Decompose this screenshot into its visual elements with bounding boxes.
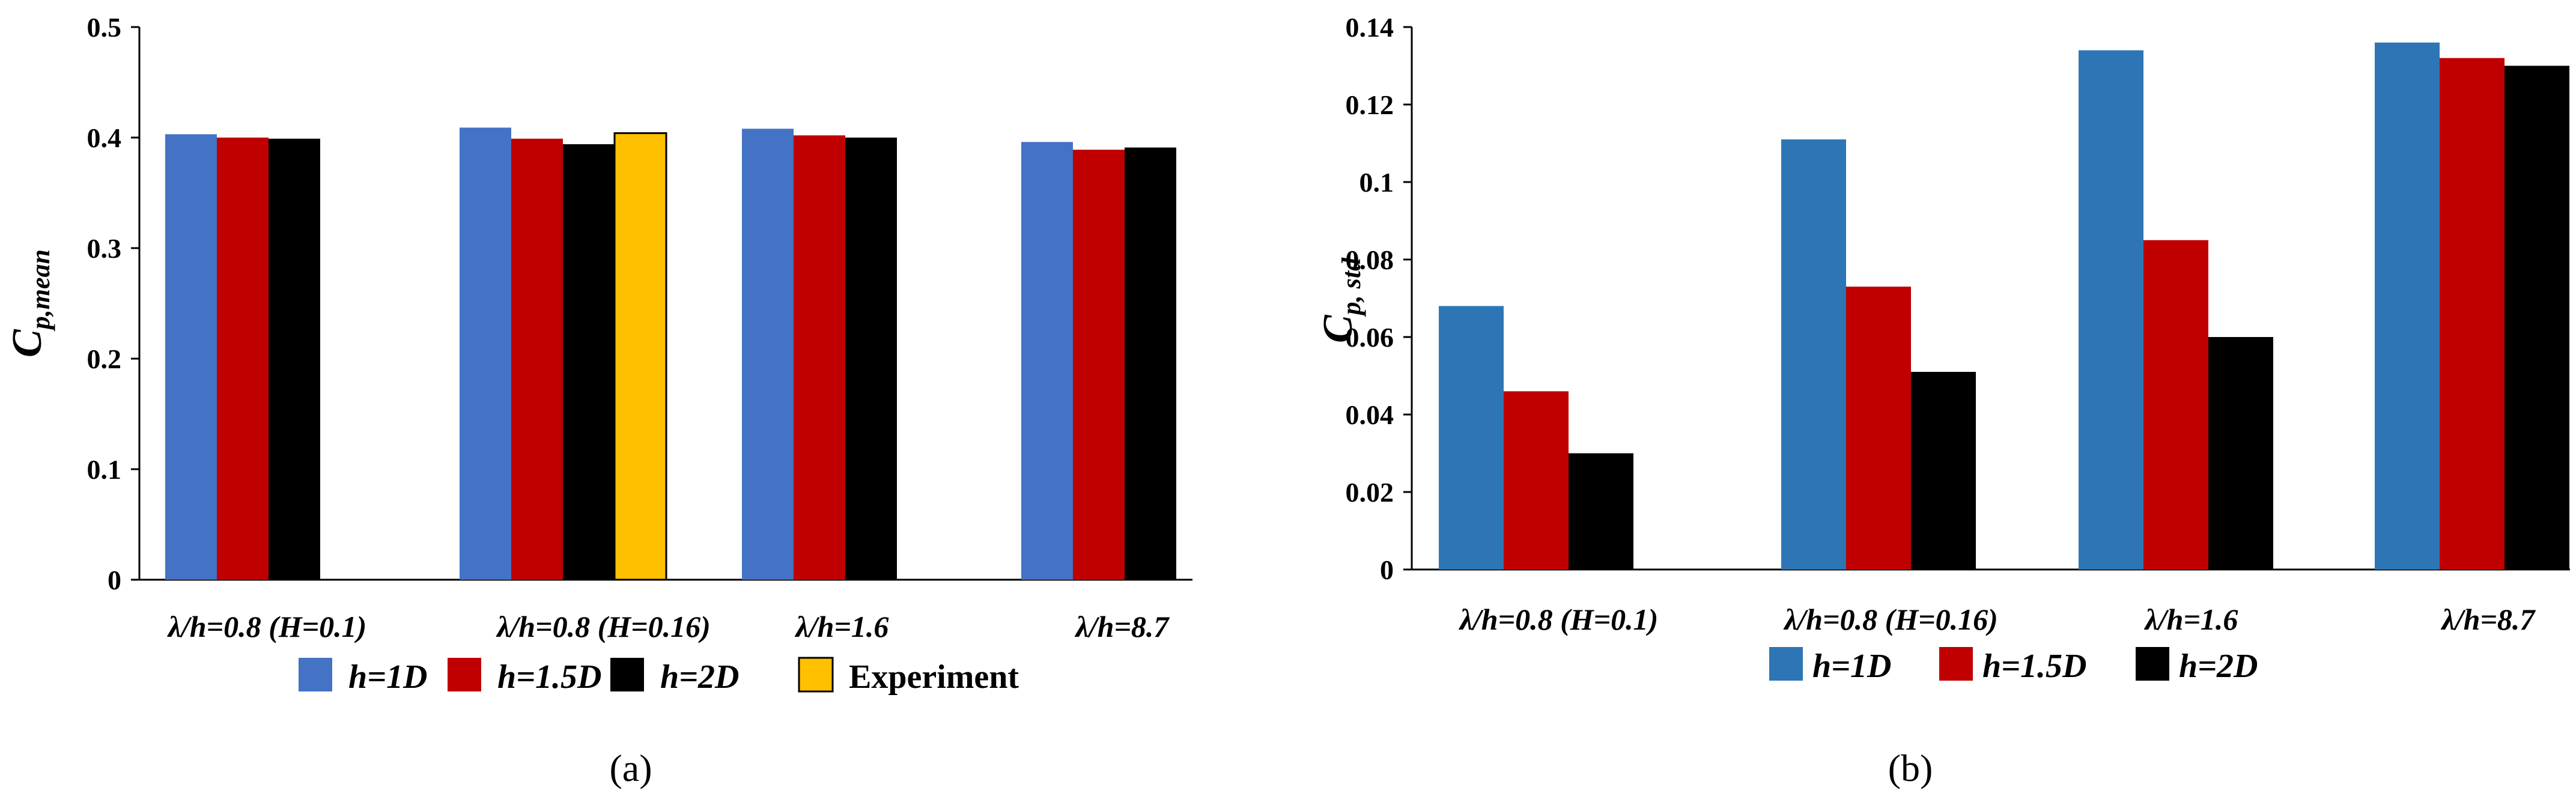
chart-a-legend-label-1: h=1D — [348, 658, 428, 696]
chart-b-bar-h-1d-2 — [1781, 139, 1846, 570]
chart-a-panel-label: (a) — [609, 747, 652, 789]
chart-b-legend-swatch-1 — [1769, 647, 1803, 681]
chart-b-cp-std: 0 0.02 0.04 0.06 0.08 0.1 0.12 0.14 λ/h=0.8 (H=0… — [1315, 12, 2570, 789]
chart-b-legend-swatch-2 — [1939, 647, 1973, 681]
chart-a-y-tick-label: 0 — [108, 565, 121, 595]
chart-a-y-tick-label: 0.5 — [87, 12, 122, 43]
chart-a-bar-h-2d-1 — [269, 138, 320, 580]
chart-b-y-axis-label-sub: p, std — [1337, 257, 1366, 317]
chart-b-y-axis-label: Cp, std — [1315, 257, 1366, 343]
chart-b-y-tick-label: 0.04 — [1346, 399, 1394, 430]
chart-a-bar-h-1-5d-1 — [217, 138, 269, 580]
chart-a-legend-label-3: h=2D — [660, 658, 740, 696]
chart-a-y-axis-label-sub: p,mean — [26, 249, 55, 332]
chart-a-legend-label-2: h=1.5D — [497, 658, 602, 696]
chart-b-y-tick-label: 0.08 — [1346, 245, 1394, 275]
chart-b-category-label: λ/h=8.7 — [2441, 603, 2536, 636]
chart-b-y-tick-label: 0.14 — [1346, 12, 1394, 43]
chart-b-bar-h-1-5d-1 — [1504, 391, 1569, 570]
chart-b-bar-h-2d-3 — [2208, 337, 2273, 570]
chart-b-bar-h-1-5d-3 — [2143, 240, 2208, 570]
chart-b-panel-label: (b) — [1888, 747, 1933, 789]
chart-b-category-label: λ/h=1.6 — [2144, 603, 2238, 636]
chart-a-legend-swatch-1 — [299, 658, 332, 691]
chart-b-legend-label-3: h=2D — [2179, 648, 2258, 685]
chart-a-y-tick-label: 0.2 — [87, 344, 122, 374]
chart-b-y-axis-label-main: C — [1315, 314, 1361, 343]
chart-b-y-tick-label: 0.12 — [1346, 90, 1394, 120]
chart-a-bar-h-1d-1 — [165, 134, 217, 580]
chart-a-bar-h-1d-2 — [460, 127, 511, 580]
chart-a-bar-h-1d-4 — [1021, 142, 1073, 580]
chart-a-category-label: λ/h=0.8 (H=0.1) — [167, 610, 367, 643]
chart-a-bar-h-1-5d-2 — [511, 138, 563, 580]
chart-b-legend-label-2: h=1.5D — [1982, 648, 2087, 685]
chart-b-y-tick-label: 0 — [1380, 554, 1394, 585]
chart-b-bar-h-2d-4 — [2505, 65, 2569, 570]
chart-b-bar-h-2d-2 — [1911, 372, 1976, 570]
chart-b-bar-h-1d-4 — [2375, 42, 2440, 570]
chart-a-legend-swatch-2 — [448, 658, 481, 691]
chart-a-legend-swatch-4 — [798, 657, 834, 693]
chart-a-bar-h-2d-2 — [563, 144, 615, 580]
chart-b-bar-h-1-5d-4 — [2440, 58, 2505, 570]
chart-a-legend-swatch-3 — [610, 658, 644, 691]
chart-a-y-axis-label-main: C — [4, 329, 50, 357]
chart-a-bar-experiment-2 — [613, 132, 667, 581]
chart-a-category-label: λ/h=1.6 — [795, 610, 889, 643]
chart-b-y-tick-label: 0.02 — [1346, 477, 1394, 508]
chart-b-bar-h-1-5d-2 — [1846, 287, 1911, 570]
chart-b-y-tick-label: 0.06 — [1346, 322, 1394, 353]
chart-b-bar-h-2d-1 — [1569, 453, 1633, 570]
chart-b-y-tick-label: 0.1 — [1359, 167, 1394, 198]
chart-a-bar-h-1-5d-3 — [794, 135, 845, 580]
chart-a-y-tick-label: 0.4 — [87, 123, 122, 153]
chart-a-bar-h-2d-3 — [845, 138, 897, 580]
chart-a-bar-h-1-5d-4 — [1073, 150, 1125, 580]
chart-a-y-axis-label: Cp,mean — [4, 249, 55, 357]
chart-b-category-label: λ/h=0.8 (H=0.16) — [1783, 603, 1998, 636]
chart-b-category-label: λ/h=0.8 (H=0.1) — [1459, 603, 1659, 636]
chart-a-bar-h-1d-3 — [742, 129, 794, 580]
chart-b-legend-label-1: h=1D — [1812, 648, 1892, 685]
chart-a-y-tick-label: 0.3 — [87, 233, 122, 264]
chart-a-cp-mean: 0 0.1 0.2 0.3 0.4 0.5 λ/h=0.8 (H=0.1) λ/h=0.8 (… — [4, 12, 1192, 789]
chart-a-legend-label-4: Experiment — [849, 658, 1019, 696]
chart-a-y-tick-label: 0.1 — [87, 454, 122, 485]
chart-a-bar-h-2d-4 — [1125, 147, 1176, 580]
chart-a-category-label: λ/h=8.7 — [1075, 610, 1170, 643]
chart-b-bar-h-1d-3 — [2079, 50, 2143, 570]
chart-b-bar-h-1d-1 — [1439, 306, 1504, 570]
chart-a-category-label: λ/h=0.8 (H=0.16) — [496, 610, 711, 643]
chart-b-legend-swatch-3 — [2136, 647, 2169, 681]
